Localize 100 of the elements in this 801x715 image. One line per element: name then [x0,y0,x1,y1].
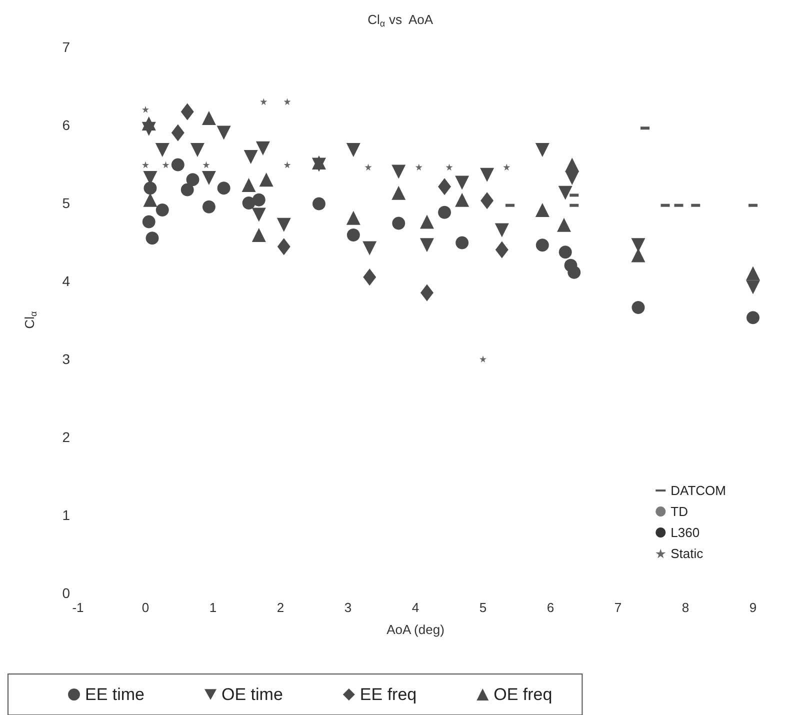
legend-label: L360 [670,525,700,540]
point [142,215,156,228]
point [171,124,184,142]
point [346,142,360,157]
x-axis-title: AoA (deg) [386,622,444,637]
point [480,168,494,182]
point [144,182,157,195]
point [536,238,549,252]
point [362,241,377,256]
point [558,246,572,259]
x-tick-label: 4 [412,600,420,615]
point [455,176,470,190]
y-tick-label: 2 [62,429,70,445]
y-tick-label: 7 [62,39,70,55]
point [535,203,550,218]
x-tick-label: 8 [682,600,690,615]
point [480,192,494,210]
point [162,161,170,168]
point [142,106,149,113]
point [142,161,149,168]
point [202,161,210,168]
point [346,228,360,242]
point [455,192,470,207]
y-tick-label: 1 [62,507,70,523]
point [557,218,571,232]
point [420,214,434,229]
point [180,183,194,196]
legend-label: OE freq [494,685,552,704]
point [535,142,550,157]
point [456,236,469,250]
point [276,218,291,232]
point [242,196,256,210]
point [494,223,509,238]
point [415,164,422,171]
point [156,204,169,217]
x-tick-label: 3 [344,600,352,615]
point [252,208,266,222]
point [202,171,216,186]
x-tick-label: 5 [479,600,487,615]
point [155,142,170,157]
point [216,126,231,140]
point [217,182,230,195]
y-tick-label: 5 [62,195,70,211]
x-tick-label: 6 [546,600,554,615]
x-tick-label: 1 [209,600,217,615]
point [631,248,646,262]
point [312,197,326,210]
point [363,268,376,286]
point [202,200,216,214]
point [446,164,453,171]
point [558,186,572,200]
y-tick-label: 4 [62,273,70,289]
point [143,192,158,207]
point [260,98,268,106]
point [438,178,452,196]
point [746,311,760,324]
x-tick-label: 2 [276,600,284,615]
point [392,216,406,230]
point [171,158,184,172]
legend-label: OE time [222,685,283,704]
point [438,206,452,219]
point [565,158,580,172]
legend-label: Static [670,546,704,561]
legend-label: EE freq [360,685,417,704]
y-tick-label: 0 [62,585,70,601]
point [242,178,256,192]
point [480,356,486,362]
x-tick-label: -1 [72,600,84,615]
y-tick-label: 6 [62,117,70,133]
point [256,141,270,156]
y-axis-title: Clα [22,311,38,329]
point [503,164,510,171]
point [142,116,156,130]
legend-label: DATCOM [670,483,726,498]
legend-label: EE time [85,685,145,704]
point [186,173,200,186]
point [259,172,274,187]
point [244,150,258,164]
legend-label: TD [670,504,688,519]
point [190,142,204,157]
point [631,238,646,252]
x-tick-label: 0 [142,600,150,615]
point [420,238,434,252]
point [284,98,291,106]
x-tick-label: 9 [749,600,757,615]
point [392,186,406,200]
point [364,164,372,171]
y-tick-label: 3 [62,351,70,367]
point [746,266,760,280]
x-tick-label: 7 [614,600,622,615]
point [284,161,291,168]
point [632,301,645,314]
point [564,258,578,272]
point [202,110,216,125]
point [746,280,760,294]
point [495,241,508,258]
point [252,228,266,242]
point [312,155,326,170]
point [346,210,360,225]
point [420,284,434,302]
